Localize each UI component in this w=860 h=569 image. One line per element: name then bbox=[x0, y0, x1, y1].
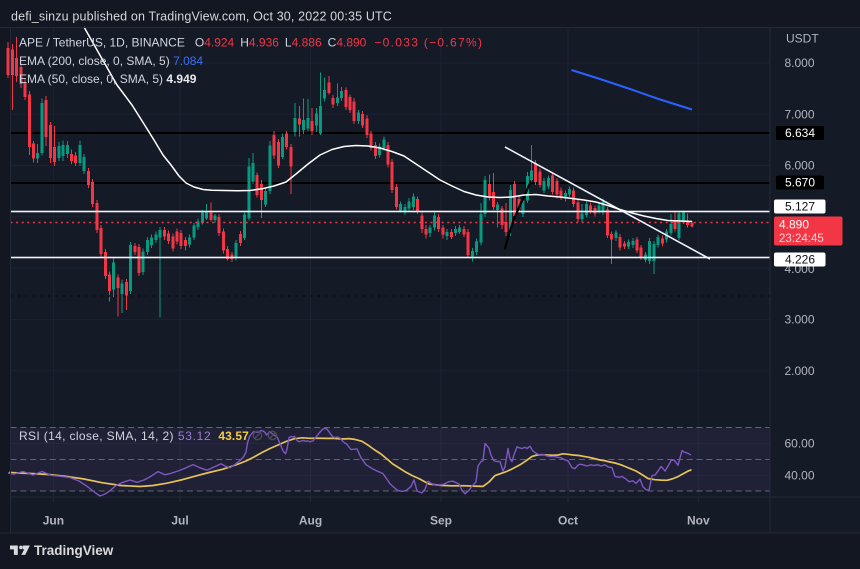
svg-text:6.000: 6.000 bbox=[785, 159, 815, 173]
svg-text:Nov: Nov bbox=[687, 514, 710, 528]
svg-text:Jul: Jul bbox=[171, 514, 188, 528]
svg-text:EMA (200, close, 0, SMA, 5) 7.: EMA (200, close, 0, SMA, 5) 7.084 bbox=[19, 54, 203, 68]
svg-text:Oct: Oct bbox=[558, 514, 578, 528]
svg-text:60.00: 60.00 bbox=[785, 437, 815, 451]
svg-text:Aug: Aug bbox=[299, 514, 322, 528]
svg-text:23:24:45: 23:24:45 bbox=[779, 233, 824, 245]
svg-text:5.670: 5.670 bbox=[785, 176, 815, 190]
svg-text:8.000: 8.000 bbox=[785, 56, 815, 70]
svg-text:defi_sinzu published on Tradin: defi_sinzu published on TradingView.com,… bbox=[11, 10, 392, 24]
svg-text:6.634: 6.634 bbox=[785, 126, 815, 140]
svg-text:RSI (14, close, SMA, 14, 2)53.: RSI (14, close, SMA, 14, 2) 53.12 43.57 bbox=[19, 429, 249, 443]
svg-text:TradingView: TradingView bbox=[34, 543, 114, 558]
svg-text:5.127: 5.127 bbox=[785, 200, 815, 214]
svg-text:EMA (50, close, 0, SMA, 5) 4.9: EMA (50, close, 0, SMA, 5) 4.949 bbox=[19, 72, 197, 86]
svg-text:7.000: 7.000 bbox=[785, 107, 815, 121]
svg-text:USDT: USDT bbox=[786, 32, 819, 46]
svg-text:4.226: 4.226 bbox=[785, 253, 815, 267]
svg-text:Sep: Sep bbox=[430, 514, 452, 528]
svg-text:3.000: 3.000 bbox=[785, 313, 815, 327]
svg-text:2.000: 2.000 bbox=[785, 364, 815, 378]
svg-text:4.890: 4.890 bbox=[779, 218, 809, 232]
svg-text:Jun: Jun bbox=[43, 514, 64, 528]
svg-text:40.00: 40.00 bbox=[785, 469, 815, 483]
